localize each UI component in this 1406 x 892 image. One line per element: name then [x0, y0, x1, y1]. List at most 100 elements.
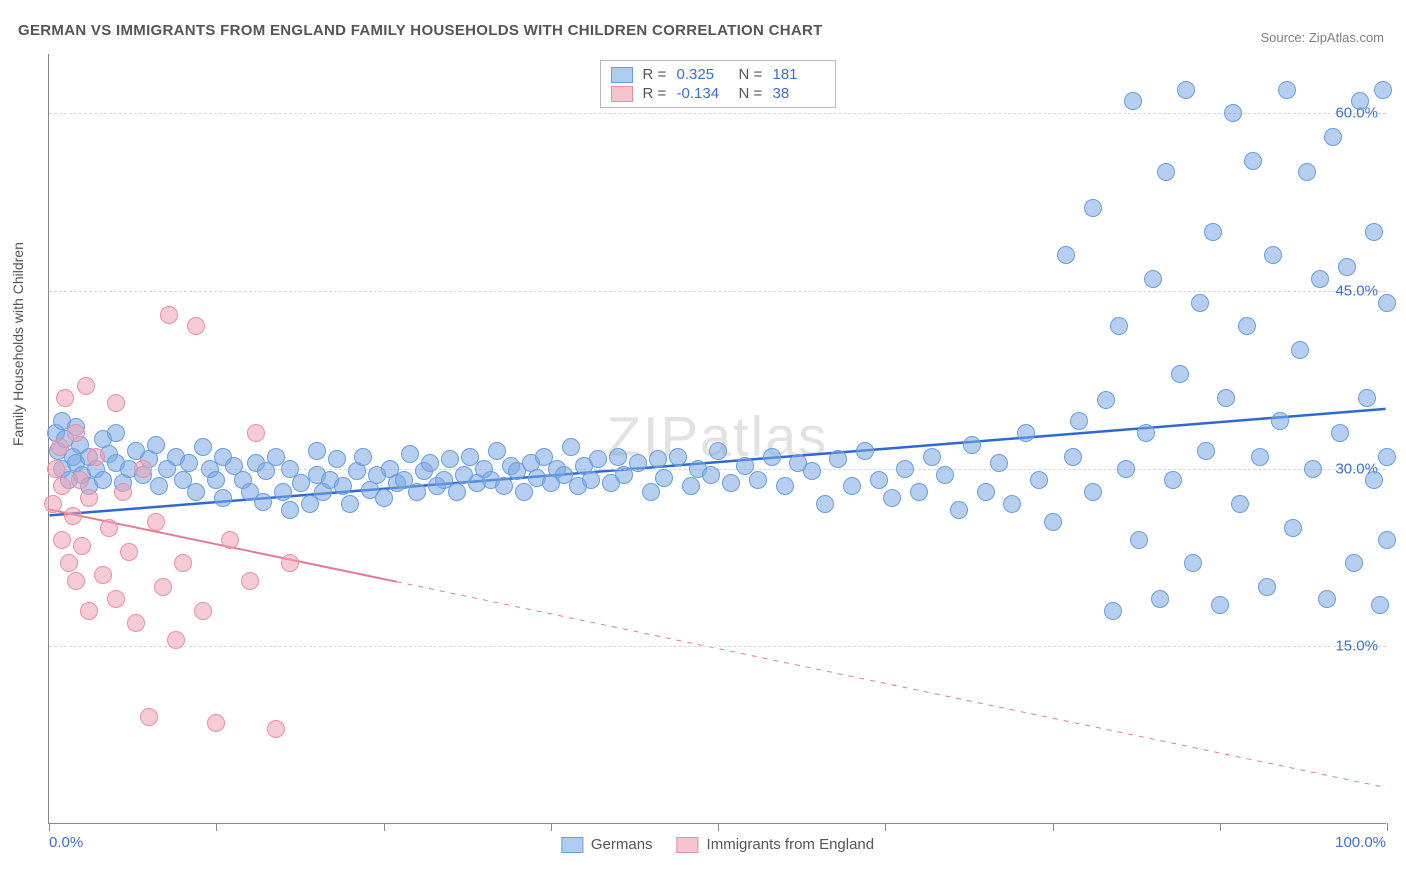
scatter-point-immigrants-england	[77, 377, 95, 395]
scatter-point-germans	[1130, 531, 1148, 549]
scatter-point-immigrants-england	[134, 460, 152, 478]
scatter-point-germans	[1311, 270, 1329, 288]
scatter-point-germans	[150, 477, 168, 495]
scatter-point-immigrants-england	[94, 566, 112, 584]
scatter-point-germans	[1278, 81, 1296, 99]
scatter-point-germans	[180, 454, 198, 472]
scatter-point-germans	[702, 466, 720, 484]
scatter-point-germans	[1345, 554, 1363, 572]
scatter-point-germans	[709, 442, 727, 460]
scatter-point-germans	[375, 489, 393, 507]
scatter-point-germans	[1017, 424, 1035, 442]
scatter-point-germans	[94, 471, 112, 489]
legend-swatch	[677, 837, 699, 853]
scatter-point-germans	[1070, 412, 1088, 430]
scatter-point-germans	[763, 448, 781, 466]
scatter-point-germans	[923, 448, 941, 466]
scatter-point-immigrants-england	[73, 537, 91, 555]
scatter-point-germans	[1238, 317, 1256, 335]
scatter-point-immigrants-england	[107, 394, 125, 412]
scatter-point-germans	[308, 442, 326, 460]
scatter-point-germans	[776, 477, 794, 495]
scatter-point-immigrants-england	[267, 720, 285, 738]
scatter-point-germans	[1231, 495, 1249, 513]
x-tick	[718, 823, 719, 831]
legend-correlation-row: R =0.325N =181	[611, 65, 825, 84]
scatter-point-immigrants-england	[160, 306, 178, 324]
scatter-point-germans	[1084, 483, 1102, 501]
scatter-point-germans	[1358, 389, 1376, 407]
scatter-point-germans	[1304, 460, 1322, 478]
legend-n-value: 38	[773, 85, 825, 102]
scatter-point-germans	[1030, 471, 1048, 489]
scatter-point-germans	[589, 450, 607, 468]
scatter-point-immigrants-england	[44, 495, 62, 513]
scatter-point-germans	[1097, 391, 1115, 409]
legend-swatch	[561, 837, 583, 853]
scatter-point-germans	[562, 438, 580, 456]
legend-r-label: R =	[643, 85, 667, 102]
legend-swatch	[611, 86, 633, 102]
scatter-point-germans	[1378, 448, 1396, 466]
scatter-point-germans	[1144, 270, 1162, 288]
scatter-point-germans	[1191, 294, 1209, 312]
scatter-point-germans	[1351, 92, 1369, 110]
scatter-point-immigrants-england	[187, 317, 205, 335]
scatter-point-germans	[1151, 590, 1169, 608]
scatter-point-germans	[1110, 317, 1128, 335]
scatter-point-germans	[421, 454, 439, 472]
scatter-point-germans	[408, 483, 426, 501]
scatter-point-germans	[354, 448, 372, 466]
x-tick	[1220, 823, 1221, 831]
scatter-point-germans	[1264, 246, 1282, 264]
scatter-point-immigrants-england	[51, 438, 69, 456]
scatter-point-germans	[187, 483, 205, 501]
legend-n-value: 181	[773, 66, 825, 83]
y-tick-label: 15.0%	[1335, 638, 1378, 655]
scatter-point-immigrants-england	[53, 531, 71, 549]
gridline-h	[49, 646, 1386, 647]
scatter-point-germans	[1157, 163, 1175, 181]
scatter-point-immigrants-england	[147, 513, 165, 531]
scatter-point-immigrants-england	[67, 424, 85, 442]
legend-series-label: Immigrants from England	[707, 836, 875, 853]
scatter-point-immigrants-england	[281, 554, 299, 572]
legend-series: GermansImmigrants from England	[561, 836, 874, 853]
scatter-point-immigrants-england	[67, 572, 85, 590]
scatter-point-immigrants-england	[207, 714, 225, 732]
scatter-point-germans	[147, 436, 165, 454]
scatter-point-germans	[682, 477, 700, 495]
scatter-point-immigrants-england	[174, 554, 192, 572]
legend-r-value: -0.134	[677, 85, 729, 102]
scatter-point-germans	[401, 445, 419, 463]
scatter-point-immigrants-england	[60, 554, 78, 572]
x-tick	[885, 823, 886, 831]
scatter-point-germans	[1164, 471, 1182, 489]
scatter-point-germans	[1324, 128, 1342, 146]
scatter-point-germans	[441, 450, 459, 468]
scatter-point-immigrants-england	[80, 489, 98, 507]
scatter-point-germans	[281, 501, 299, 519]
scatter-point-germans	[488, 442, 506, 460]
scatter-point-immigrants-england	[221, 531, 239, 549]
scatter-point-immigrants-england	[241, 572, 259, 590]
scatter-point-germans	[1378, 531, 1396, 549]
scatter-point-germans	[1291, 341, 1309, 359]
scatter-point-germans	[448, 483, 466, 501]
x-tick	[1387, 823, 1388, 831]
x-tick	[49, 823, 50, 831]
scatter-point-immigrants-england	[100, 519, 118, 537]
scatter-point-immigrants-england	[71, 471, 89, 489]
scatter-point-germans	[328, 450, 346, 468]
scatter-point-immigrants-england	[53, 477, 71, 495]
scatter-point-germans	[910, 483, 928, 501]
scatter-point-germans	[1184, 554, 1202, 572]
scatter-point-germans	[1084, 199, 1102, 217]
scatter-point-germans	[990, 454, 1008, 472]
scatter-point-germans	[1258, 578, 1276, 596]
legend-n-label: N =	[739, 85, 763, 102]
plot-area: ZIPatlas R =0.325N =181R =-0.134N =38 0.…	[48, 54, 1386, 824]
scatter-point-germans	[1104, 602, 1122, 620]
scatter-point-germans	[1298, 163, 1316, 181]
scatter-point-germans	[341, 495, 359, 513]
